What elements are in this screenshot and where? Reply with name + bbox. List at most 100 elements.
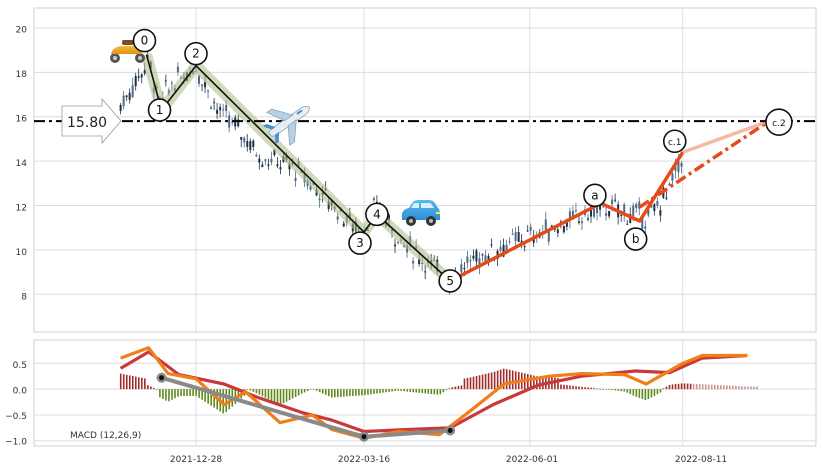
histogram-bar [327, 389, 330, 397]
histogram-bar [584, 387, 586, 390]
histogram-bar [641, 389, 644, 399]
histogram-bar [279, 389, 282, 405]
histogram-bar [406, 389, 408, 392]
histogram-bar [539, 376, 541, 390]
candle-body [605, 213, 608, 216]
candle-body [469, 260, 472, 262]
candle-body [568, 211, 571, 221]
candle-body [143, 69, 146, 74]
histogram-bar [255, 389, 258, 394]
wave-label-circle [184, 41, 208, 66]
histogram-bar [294, 389, 297, 397]
histogram-bar [626, 389, 629, 393]
histogram-bar [174, 389, 176, 399]
price-ytick-label: 8 [21, 293, 27, 303]
candle-body [638, 201, 641, 209]
histogram-bar [249, 389, 252, 391]
histogram-bar [267, 389, 270, 400]
histogram-bar [285, 389, 288, 402]
candle-body [460, 264, 463, 273]
histogram-bar [617, 389, 620, 391]
histogram-bar [686, 383, 689, 390]
histogram-bar [297, 389, 300, 396]
x-tick-label: 2021-12-28 [170, 455, 223, 465]
candle-body [137, 76, 140, 78]
candle-body [119, 104, 122, 111]
histogram-bar [358, 389, 360, 396]
histogram-bar [119, 373, 122, 390]
histogram-bar [321, 389, 324, 394]
candle-body [249, 141, 252, 150]
histogram-bar [623, 389, 626, 392]
wave-label-circle [623, 227, 648, 251]
candle-body [523, 246, 526, 248]
candle-body [484, 255, 487, 265]
candle-body [626, 223, 629, 225]
histogram-bar [207, 389, 209, 404]
histogram-bar [252, 389, 255, 392]
candle-body [580, 221, 583, 224]
macd-lines [119, 346, 748, 440]
histogram-bar [379, 389, 381, 394]
histogram-bar [264, 389, 267, 398]
histogram-bar [343, 389, 345, 397]
candle-body [608, 210, 611, 217]
candle-body [134, 76, 137, 87]
histogram-bar [315, 389, 318, 391]
histogram-bar [716, 385, 719, 390]
candle-body [210, 107, 213, 109]
histogram-bar [165, 389, 167, 401]
histogram-bar [593, 388, 595, 390]
histogram-bar [572, 385, 574, 390]
divergence-dot-inner [361, 434, 367, 440]
candle-body [668, 183, 671, 186]
histogram-bar [620, 389, 623, 392]
candle-body [412, 261, 415, 264]
histogram-bar [147, 385, 149, 390]
candle-body [294, 177, 297, 181]
car-icon [402, 200, 440, 226]
candle-body [309, 185, 312, 190]
candle-body [463, 267, 466, 270]
histogram-bar [530, 374, 532, 390]
candle-body [219, 107, 222, 111]
histogram-bar [596, 388, 598, 390]
histogram-bar [150, 386, 152, 390]
histogram-bar [665, 386, 668, 390]
histogram-bar [602, 389, 604, 390]
candle-body [632, 205, 635, 216]
histogram-bar [337, 389, 339, 398]
histogram-bar [291, 389, 294, 399]
candle-body [565, 219, 568, 227]
histogram-bar [662, 388, 665, 390]
histogram-bar [159, 389, 161, 398]
candle-body [213, 102, 216, 104]
candle-body [611, 199, 614, 205]
histogram-bar [198, 389, 200, 398]
candle-body [590, 205, 593, 217]
histogram-bar [131, 376, 134, 390]
histogram-bar [729, 385, 731, 390]
candle-body [677, 161, 680, 173]
histogram-bar [445, 389, 448, 391]
candle-body [424, 271, 427, 273]
wave-label-text: c.1 [668, 138, 682, 148]
histogram-bar [400, 389, 402, 391]
histogram-bar [168, 389, 170, 402]
candle-body [243, 137, 246, 143]
candle-body [644, 226, 647, 229]
histogram-bar [144, 378, 146, 390]
candle-body [529, 226, 532, 231]
wave-label-circle [438, 269, 462, 293]
correction-target-faint-line [682, 119, 770, 154]
candle-body [544, 219, 547, 231]
histogram-bar [270, 389, 273, 401]
candle-body [680, 163, 683, 167]
histogram-bar [753, 386, 755, 390]
wave-label-text: 2 [192, 47, 200, 61]
histogram-bar [427, 389, 430, 394]
histogram-bar [409, 389, 411, 392]
candle-body [574, 210, 577, 212]
histogram-bar [394, 389, 396, 392]
wave-label-circle [662, 129, 687, 154]
